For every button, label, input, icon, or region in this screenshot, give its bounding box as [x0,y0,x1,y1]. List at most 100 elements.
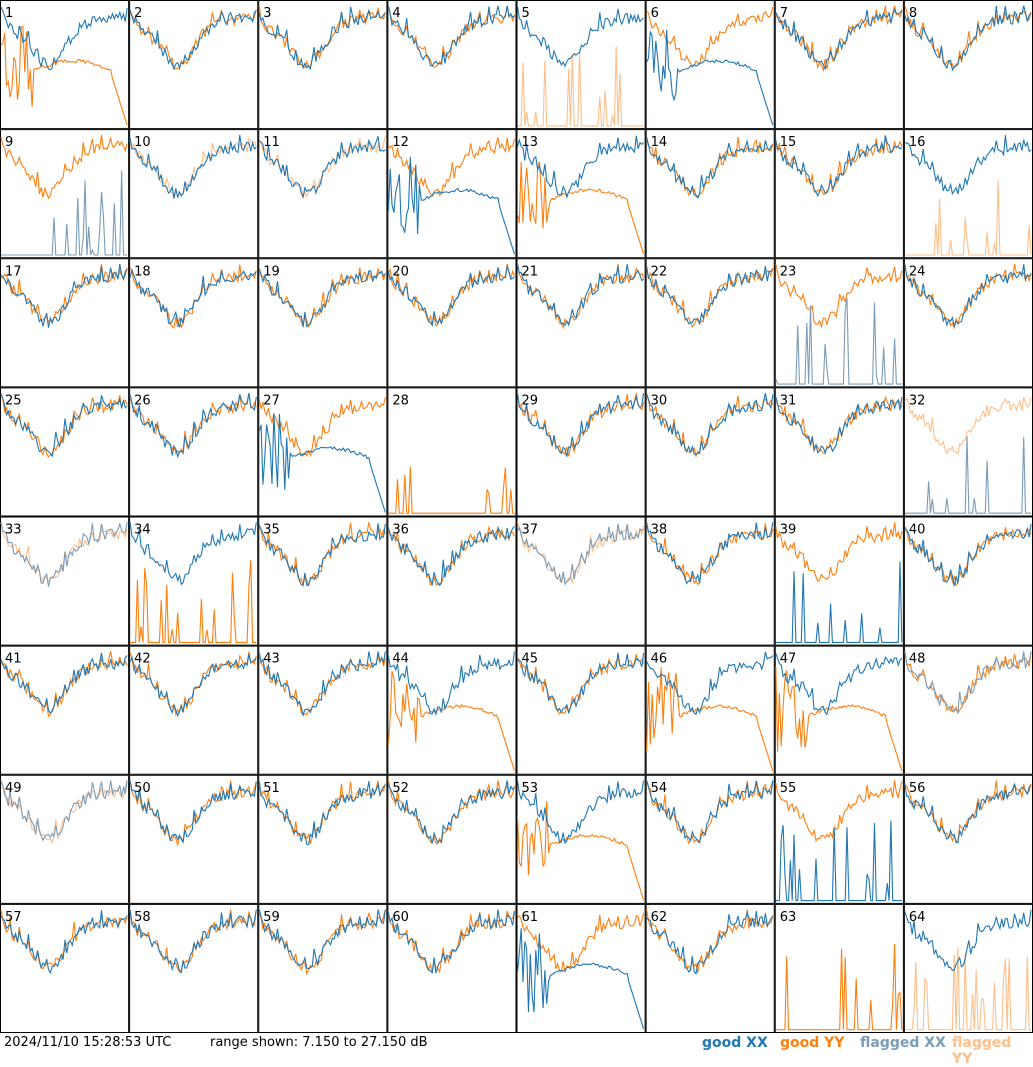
trace-xx-good [646,780,774,844]
panel-5: 5 [516,0,646,130]
panel-24: 24 [903,258,1033,388]
trace-yy-flagged [517,46,644,127]
panel-frame [0,258,130,388]
panel-44: 44 [387,645,517,775]
panel-label: 11 [263,135,280,150]
panel-label: 49 [5,781,22,796]
trace-xx-good [129,268,257,328]
panel-16: 16 [903,129,1033,259]
panel-4: 4 [387,0,517,130]
trace-xx-good [516,6,644,68]
trace-yy-good [516,801,645,901]
range-label: range shown: 7.150 to 27.150 dB [210,1035,428,1050]
panel-38: 38 [645,516,775,646]
trace-xx-good [516,780,645,845]
legend-word: flagged [860,1035,920,1051]
panel-63: 63 [774,903,904,1033]
panel-49: 49 [0,774,130,904]
panel-label: 46 [651,652,668,667]
panel-frame [129,645,259,775]
panel-25: 25 [0,387,130,517]
panel-label: 34 [134,523,151,538]
legend-word: good [780,1035,820,1051]
panel-label: 17 [5,264,22,279]
panel-frame [774,903,904,1033]
panel-frame [645,645,775,775]
trace-yy-good [775,667,903,771]
legend-flagged-yy: flagged YY [952,1035,1033,1067]
panel-frame [258,774,388,904]
panel-30: 30 [645,387,775,517]
panel-label: 7 [780,6,788,21]
panel-label: 22 [651,264,668,279]
panel-label: 5 [522,6,530,21]
trace-xx-good [387,156,516,255]
panel-label: 19 [263,264,280,279]
panel-label: 29 [522,393,539,408]
panel-frame [258,129,388,259]
trace-yy-good [129,8,257,70]
panel-label: 26 [134,393,151,408]
trace-yy-good [130,560,257,643]
trace-xx-good [258,781,386,846]
panel-label: 40 [909,523,926,538]
trace-xx-good [904,5,1032,72]
panel-label: 64 [909,910,926,925]
panel-label: 30 [651,393,668,408]
panel-label: 54 [651,781,668,796]
trace-xx-flagged [517,523,644,586]
panel-frame [774,645,904,775]
panel-19: 19 [258,258,388,388]
trace-xx-flagged [0,780,128,842]
panel-frame [129,516,259,646]
panel-label: 36 [392,523,409,538]
panel-label: 24 [909,264,926,279]
trace-xx-flagged [0,522,128,587]
trace-yy-good [516,161,645,255]
panel-34: 34 [129,516,259,646]
panel-13: 13 [516,129,646,259]
panel-label: 27 [263,393,280,408]
panel-label: 20 [392,264,409,279]
panel-frame [774,129,904,259]
panel-10: 10 [129,129,259,259]
panel-45: 45 [516,645,646,775]
panel-frame [387,0,517,130]
panel-43: 43 [258,645,388,775]
panel-frame [258,516,388,646]
panel-7: 7 [774,0,904,130]
panel-61: 61 [516,903,646,1033]
panel-47: 47 [774,645,904,775]
panel-27: 27 [258,387,388,517]
trace-xx-good [129,780,257,844]
trace-xx-good [0,392,128,458]
panel-55: 55 [774,774,904,904]
trace-yy-good [387,137,516,197]
panel-label: 48 [909,652,926,667]
trace-xx-good [646,136,774,200]
panel-label: 38 [651,523,668,538]
panel-frame [774,0,904,130]
legend-word: good [702,1035,742,1051]
panel-frame [258,387,388,517]
trace-xx-good [387,525,515,587]
panel-21: 21 [516,258,646,388]
panel-label: 32 [909,393,926,408]
trace-yy-flagged [904,397,1032,455]
panel-frame [645,0,775,130]
panel-label: 31 [780,393,797,408]
panel-2: 2 [129,0,259,130]
trace-xx-good [516,928,645,1030]
trace-xx-good [129,522,257,586]
panel-14: 14 [645,129,775,259]
trace-xx-good [516,135,645,199]
panel-frame [258,0,388,130]
panel-frame [903,0,1033,130]
panel-56: 56 [903,774,1033,904]
trace-xx-good [129,393,257,459]
panel-12: 12 [387,129,517,259]
trace-xx-good [904,263,1032,329]
trace-yy-good [387,671,516,771]
panel-8: 8 [903,0,1033,130]
